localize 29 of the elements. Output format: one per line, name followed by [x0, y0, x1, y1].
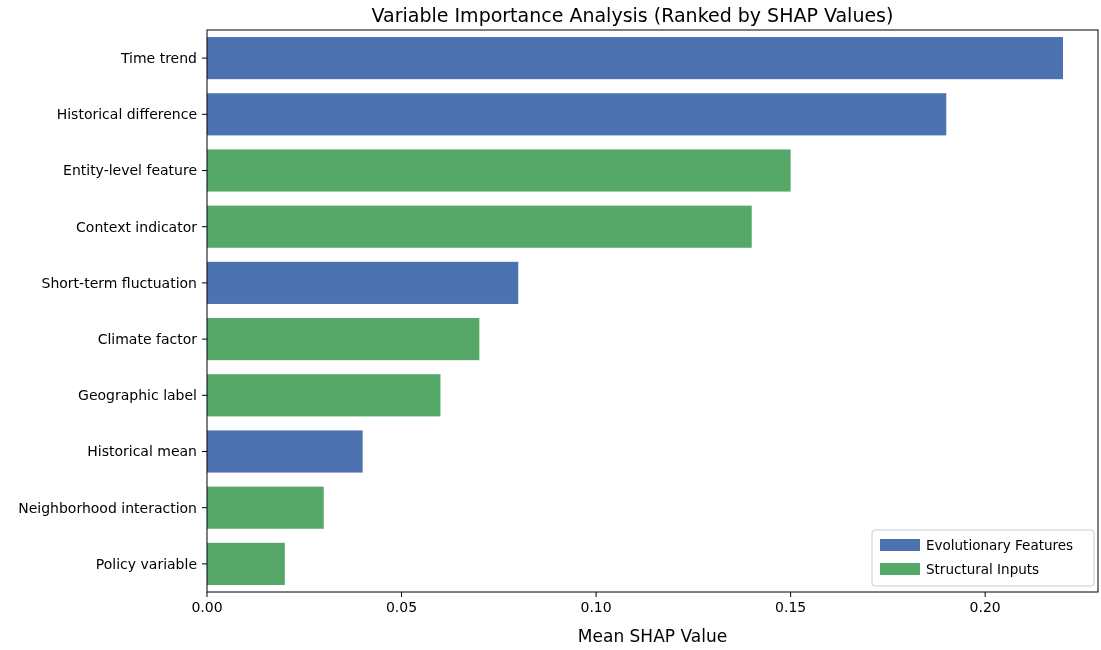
bar — [207, 430, 363, 473]
y-tick-label: Time trend — [119, 50, 197, 66]
x-tick-label: 0.15 — [775, 599, 807, 615]
bar — [207, 374, 441, 417]
y-tick-label: Historical difference — [56, 106, 197, 123]
x-tick-label: 0.00 — [191, 599, 223, 615]
x-tick-label: 0.20 — [969, 599, 1001, 615]
chart-title: Variable Importance Analysis (Ranked by SHAP Values) — [371, 4, 894, 26]
bar — [207, 542, 285, 585]
bar — [207, 261, 519, 304]
y-tick-label: Neighborhood interaction — [18, 499, 197, 516]
bar — [207, 149, 791, 192]
y-tick-label: Entity-level feature — [63, 162, 197, 179]
y-tick-label: Geographic label — [78, 387, 197, 404]
bar — [207, 486, 324, 529]
x-tick-label: 0.05 — [385, 599, 418, 615]
legend-label: Evolutionary Features — [926, 536, 1074, 553]
x-tick-label: 0.10 — [580, 599, 612, 615]
bar — [207, 205, 752, 248]
legend-label: Structural Inputs — [926, 560, 1040, 577]
x-axis-title: Mean SHAP Value — [577, 626, 728, 646]
bar — [207, 318, 480, 361]
y-tick-label: Policy variable — [95, 555, 197, 572]
y-tick-label: Short-term fluctuation — [41, 274, 197, 291]
y-tick-label: Climate factor — [97, 331, 198, 347]
bar — [207, 93, 947, 136]
y-tick-label: Context indicator — [76, 218, 198, 235]
bar — [207, 37, 1063, 80]
y-tick-label: Historical mean — [87, 443, 197, 460]
